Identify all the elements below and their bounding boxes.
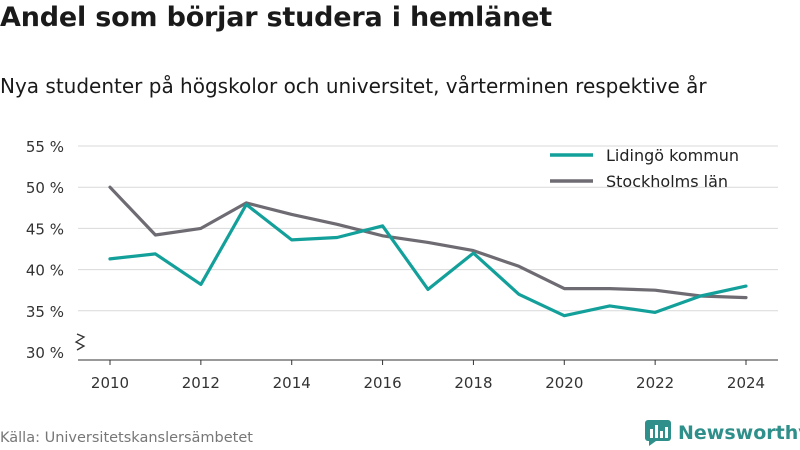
y-tick-label: 40 % xyxy=(26,262,64,280)
y-tick-label: 45 % xyxy=(26,220,64,238)
x-tick-label: 2012 xyxy=(182,374,220,392)
series-line-1 xyxy=(108,185,748,300)
y-axis-ticks: 30 % 35 % 40 % 45 % 50 % 55 % xyxy=(26,138,64,362)
x-tick-label: 2018 xyxy=(454,374,492,392)
chart-subtitle: Nya studenter på högskolor och universit… xyxy=(0,74,707,98)
x-tick-label: 2016 xyxy=(363,374,401,392)
grid-lines xyxy=(74,145,778,361)
newsworthy-logo-icon xyxy=(645,420,671,446)
x-tick-label: 2010 xyxy=(91,374,129,392)
series-line-0 xyxy=(108,202,748,318)
x-tick-label: 2022 xyxy=(636,374,674,392)
y-tick-label: 55 % xyxy=(26,138,64,156)
x-tick-label: 2014 xyxy=(273,374,311,392)
brand-name: Newsworthy xyxy=(678,422,800,444)
series-lines xyxy=(108,185,748,318)
line-chart: 30 %35 %40 %45 %50 %55 % 2010 2012 2014 201… xyxy=(26,138,778,392)
chart-title: Andel som börjar studera i hemlänet xyxy=(0,2,552,33)
axis-break-icon xyxy=(74,333,86,351)
source-note: Källa: Universitetskanslersämbetet xyxy=(0,430,253,446)
y-tick-label: 50 % xyxy=(26,179,64,197)
legend: Lidingö kommun Stockholms län xyxy=(550,146,739,191)
x-tick-label: 2024 xyxy=(727,374,765,392)
legend-label: Stockholms län xyxy=(606,172,728,191)
y-tick-label: 30 % xyxy=(26,344,64,362)
brand-logo: Newsworthy xyxy=(645,420,800,446)
x-axis-ticks: 2010 2012 2014 2016 2018 2020 2022 2024 xyxy=(91,360,765,392)
y-tick-label: 35 % xyxy=(26,303,64,321)
x-tick-label: 2020 xyxy=(545,374,583,392)
legend-label: Lidingö kommun xyxy=(606,146,739,165)
